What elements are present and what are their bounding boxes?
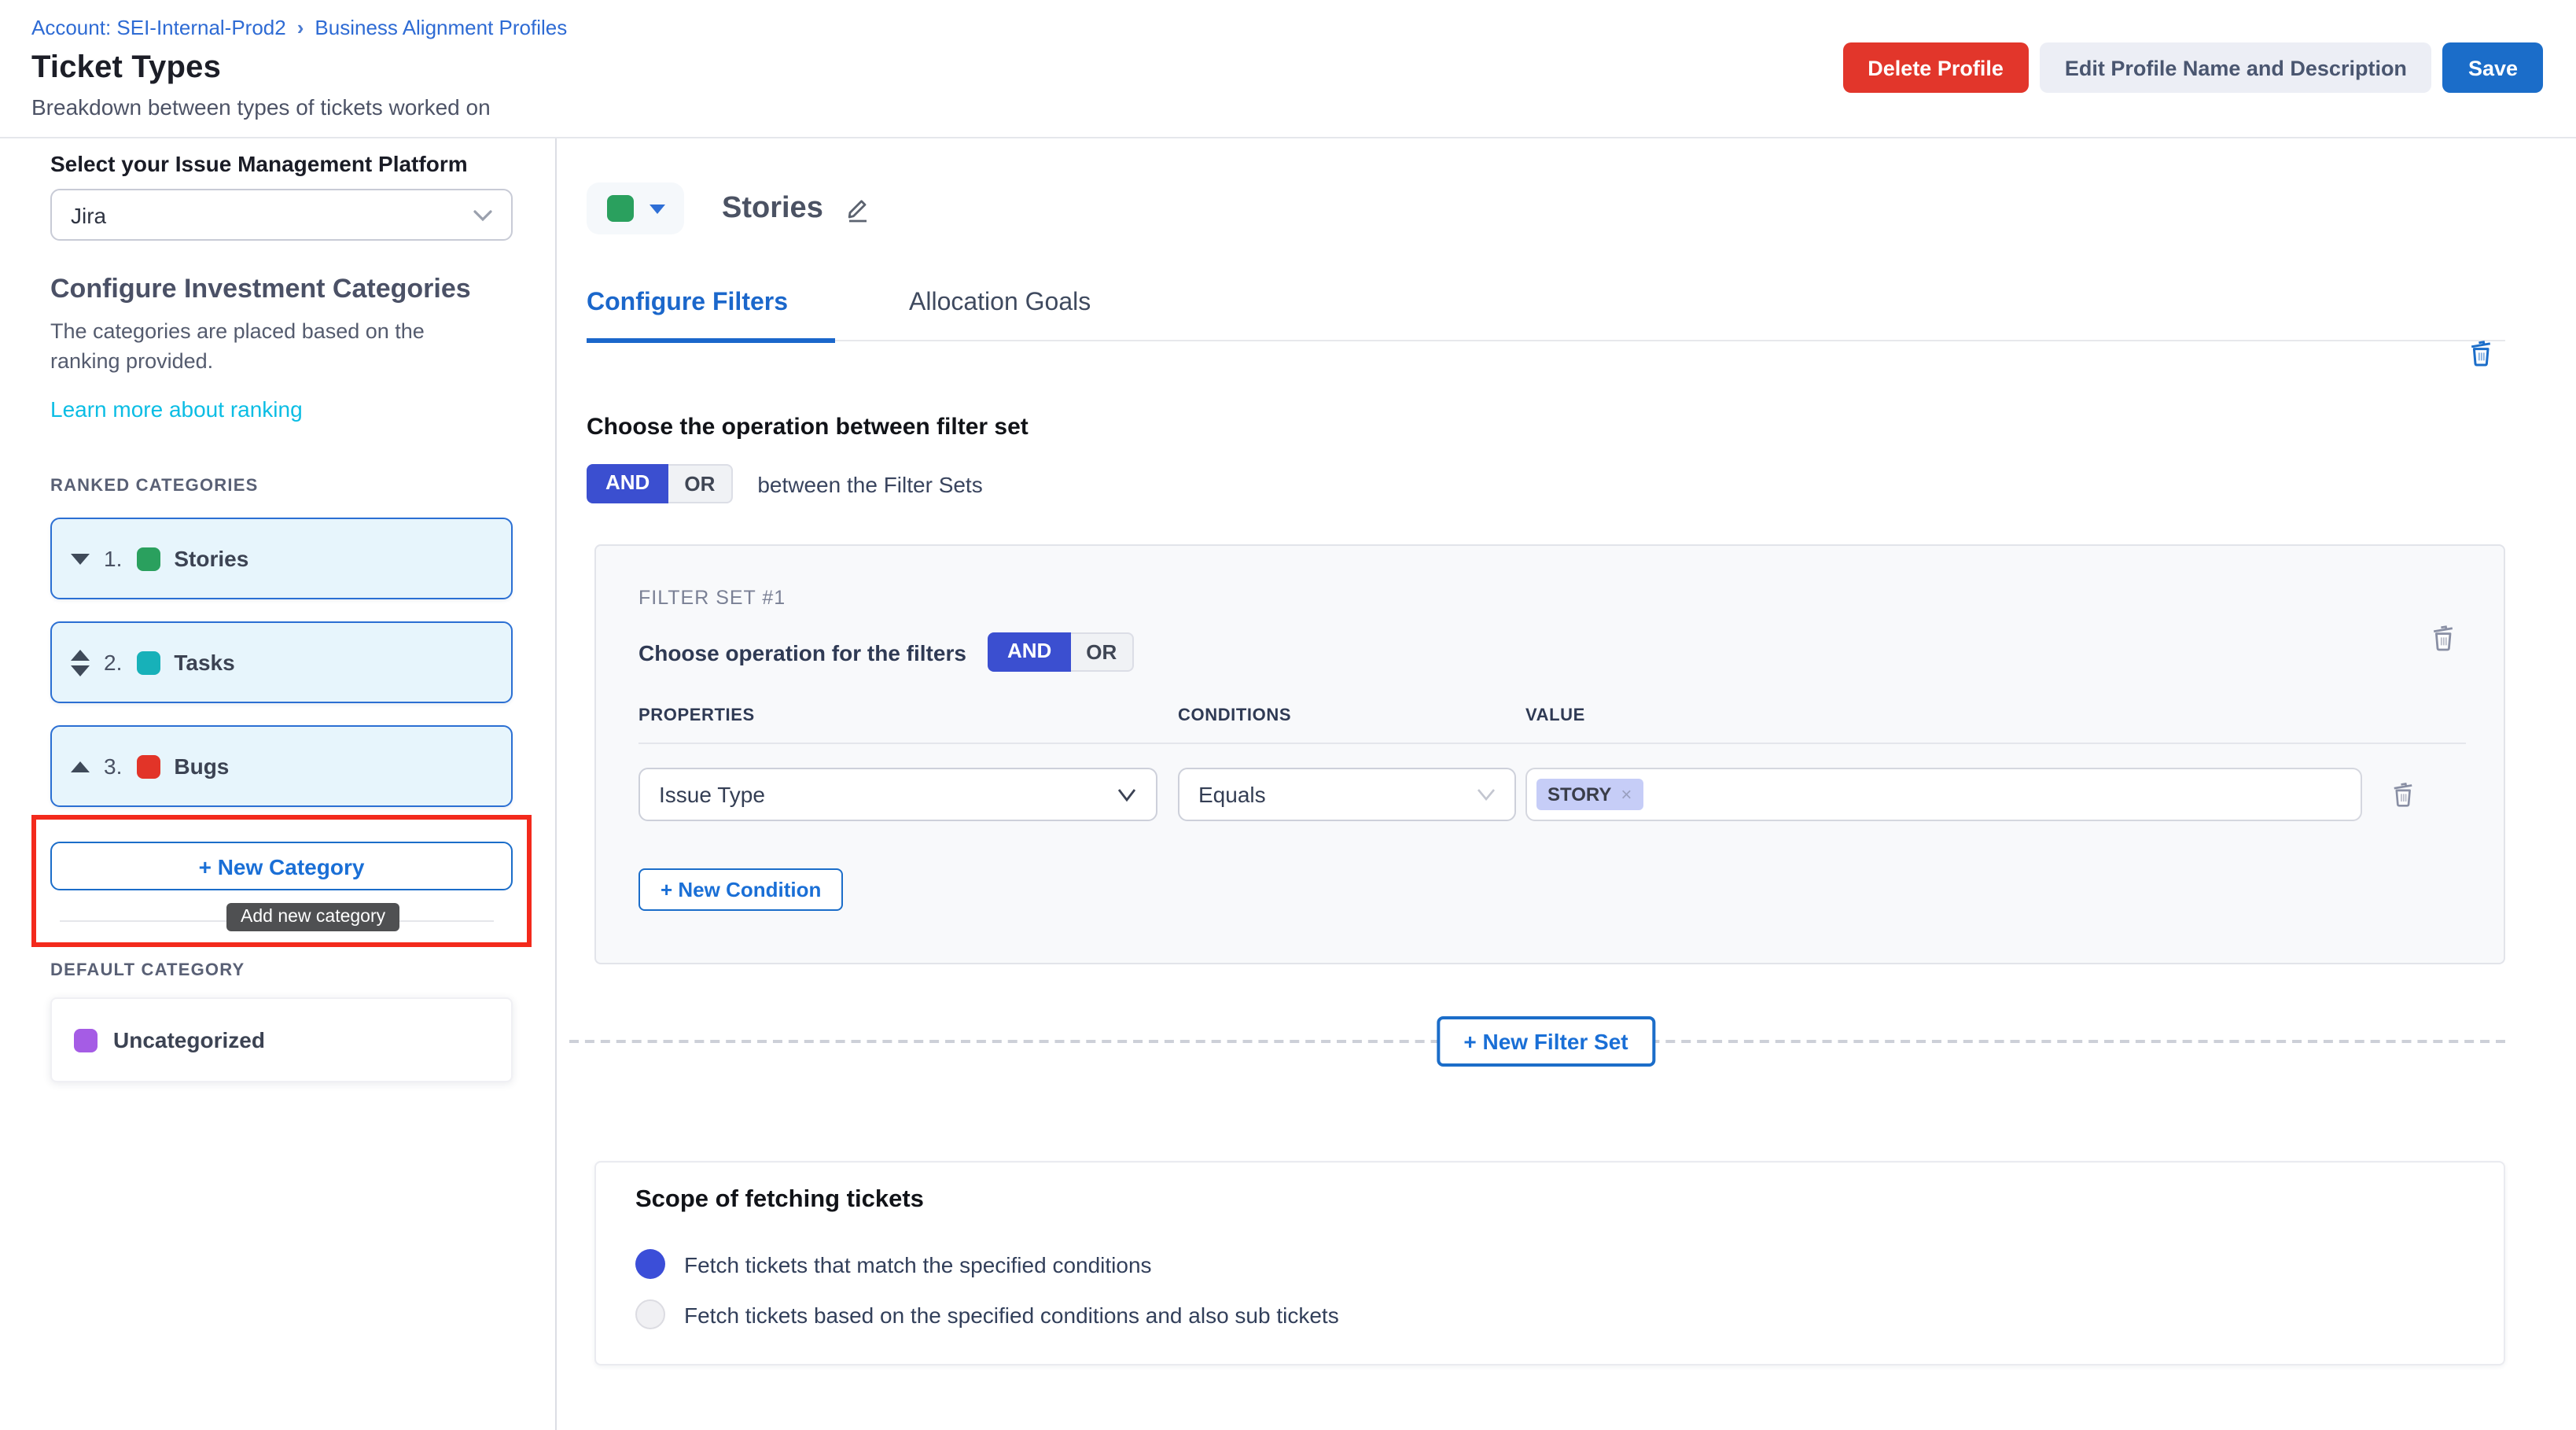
- tab-configure-filters[interactable]: Configure Filters: [587, 289, 835, 343]
- platform-select-value: Jira: [71, 202, 107, 227]
- new-category-button[interactable]: + New Category: [50, 842, 513, 890]
- scope-option-sub-tickets[interactable]: Fetch tickets based on the specified con…: [635, 1299, 2464, 1329]
- filter-sets-caption: between the Filter Sets: [757, 471, 983, 496]
- category-name: Tasks: [174, 650, 235, 675]
- condition-column-headers: PROPERTIES CONDITIONS VALUE: [638, 706, 2466, 725]
- value-tag-label: STORY: [1547, 783, 1612, 805]
- scope-option-match-conditions[interactable]: Fetch tickets that match the specified c…: [635, 1249, 2464, 1279]
- or-option[interactable]: OR: [1070, 632, 1135, 672]
- chevron-down-icon: [1477, 788, 1496, 801]
- and-option[interactable]: AND: [988, 632, 1071, 672]
- property-select-value: Issue Type: [659, 782, 765, 807]
- category-rank: 1.: [104, 546, 123, 571]
- tab-allocation-goals[interactable]: Allocation Goals: [909, 289, 1091, 316]
- new-filter-set-button[interactable]: + New Filter Set: [1437, 1016, 1655, 1067]
- ranked-categories-label: RANKED CATEGORIES: [50, 477, 259, 496]
- scope-option-label: Fetch tickets based on the specified con…: [684, 1302, 1339, 1327]
- platform-select-label: Select your Issue Management Platform: [50, 151, 468, 176]
- default-category-card: Uncategorized: [50, 997, 513, 1082]
- caret-down-icon: [649, 204, 664, 213]
- breadcrumb-separator-icon: ›: [296, 16, 304, 39]
- delete-profile-button[interactable]: Delete Profile: [1842, 42, 2029, 93]
- category-detail-panel: Stories Configure Filters Allocation Goa…: [557, 138, 2576, 1430]
- radio-unselected-icon[interactable]: [635, 1299, 665, 1329]
- scope-card: Scope of fetching tickets Fetch tickets …: [594, 1161, 2505, 1366]
- filters-operation-row: Choose operation for the filters AND OR: [638, 632, 2466, 672]
- header-actions: Delete Profile Edit Profile Name and Des…: [1842, 42, 2543, 93]
- save-button[interactable]: Save: [2442, 42, 2543, 93]
- category-rank: 2.: [104, 650, 123, 675]
- category-name: Bugs: [174, 754, 230, 779]
- chevron-down-icon: [473, 208, 492, 221]
- breadcrumb-account-link[interactable]: Account: SEI-Internal-Prod2: [31, 16, 286, 39]
- condition-select-value: Equals: [1198, 782, 1266, 807]
- close-icon[interactable]: ×: [1621, 783, 1632, 805]
- page-subtitle: Breakdown between types of tickets worke…: [31, 94, 491, 120]
- breadcrumb-page-link[interactable]: Business Alignment Profiles: [315, 16, 568, 39]
- condition-row: Issue Type Equals: [638, 768, 2466, 821]
- breadcrumb: Account: SEI-Internal-Prod2 › Business A…: [31, 16, 2576, 39]
- conditions-column-header: CONDITIONS: [1178, 706, 1292, 725]
- ranked-category-tasks[interactable]: 2. Tasks: [50, 621, 513, 703]
- investment-categories-description: The categories are placed based on the r…: [50, 319, 425, 373]
- category-name: Stories: [174, 546, 249, 571]
- category-color-swatch: [136, 547, 160, 570]
- page-title: Ticket Types: [31, 50, 222, 85]
- category-color-swatch: [74, 1028, 98, 1052]
- filters-operation-label: Choose operation for the filters: [638, 639, 966, 665]
- value-column-header: VALUE: [1525, 706, 1585, 725]
- move-up-down-icon[interactable]: [71, 649, 90, 676]
- edit-profile-button[interactable]: Edit Profile Name and Description: [2039, 42, 2432, 93]
- ranked-category-stories[interactable]: 1. Stories: [50, 518, 513, 599]
- page-header: Account: SEI-Internal-Prod2 › Business A…: [0, 0, 2576, 138]
- scope-option-label: Fetch tickets that match the specified c…: [684, 1251, 1152, 1277]
- value-tag: STORY ×: [1536, 779, 1643, 810]
- property-select[interactable]: Issue Type: [638, 768, 1157, 821]
- delete-condition-icon[interactable]: [2387, 779, 2419, 810]
- chevron-down-icon: [1117, 787, 1137, 802]
- properties-column-header: PROPERTIES: [638, 706, 755, 725]
- default-category-label: DEFAULT CATEGORY: [50, 961, 245, 980]
- category-title: Stories: [722, 191, 823, 224]
- condition-select[interactable]: Equals: [1178, 768, 1516, 821]
- new-category-section: + New Category Add new category DEFAULT …: [31, 807, 532, 1082]
- filter-set-card: FILTER SET #1 Choose operation for the f…: [594, 544, 2505, 964]
- filter-set-operation-title: Choose the operation between filter set: [587, 414, 1029, 440]
- value-multiselect-input[interactable]: STORY ×: [1525, 768, 2362, 821]
- category-tabs: Configure Filters Allocation Goals: [587, 289, 2505, 343]
- new-condition-button[interactable]: + New Condition: [638, 868, 844, 911]
- radio-selected-icon[interactable]: [635, 1249, 665, 1279]
- category-rank: 3.: [104, 754, 123, 779]
- move-up-icon[interactable]: [71, 761, 90, 772]
- learn-more-ranking-link[interactable]: Learn more about ranking: [50, 396, 303, 422]
- filter-set-label: FILTER SET #1: [638, 587, 786, 609]
- scope-title: Scope of fetching tickets: [635, 1186, 924, 1213]
- category-color-swatch: [136, 651, 160, 674]
- or-option[interactable]: OR: [668, 464, 733, 503]
- new-filter-set-zone: + New Filter Set: [569, 993, 2505, 1090]
- category-name: Uncategorized: [113, 1027, 265, 1052]
- add-new-category-tooltip: Add new category: [226, 903, 400, 931]
- edit-category-name-icon[interactable]: [844, 193, 874, 223]
- category-color-picker[interactable]: [587, 182, 684, 234]
- configuration-sidebar: Select your Issue Management Platform Ji…: [0, 138, 557, 1430]
- move-down-icon[interactable]: [71, 553, 90, 564]
- card-divider: [638, 743, 2466, 744]
- category-color-swatch: [136, 754, 160, 778]
- filters-and-or-toggle[interactable]: AND OR: [988, 632, 1135, 672]
- delete-filter-set-icon[interactable]: [2427, 621, 2460, 654]
- category-header: Stories: [587, 182, 2505, 234]
- ranked-category-bugs[interactable]: 3. Bugs: [50, 725, 513, 807]
- and-option[interactable]: AND: [587, 464, 669, 503]
- category-color-swatch: [606, 195, 633, 222]
- platform-select[interactable]: Jira: [50, 189, 513, 241]
- investment-categories-title: Configure Investment Categories: [50, 274, 471, 304]
- filter-set-operation-row: AND OR between the Filter Sets: [587, 464, 2505, 503]
- delete-category-icon[interactable]: [2464, 337, 2497, 370]
- filter-sets-and-or-toggle[interactable]: AND OR: [587, 464, 733, 503]
